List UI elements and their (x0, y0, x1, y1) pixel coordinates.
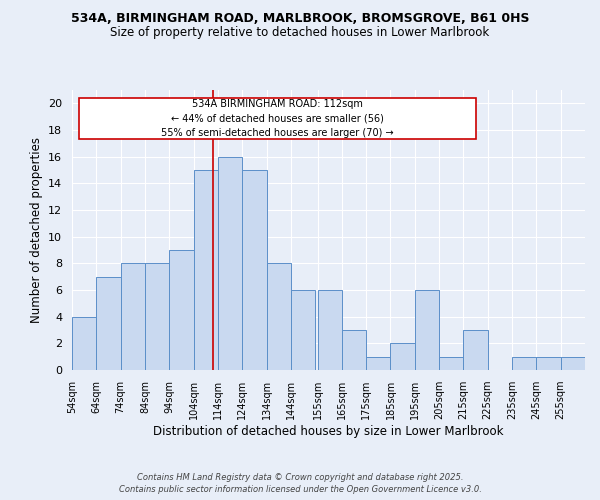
Bar (218, 156, 242, 370)
Bar (169, 250, 194, 370)
Y-axis label: Number of detached properties: Number of detached properties (29, 137, 43, 323)
Bar (366, 356, 391, 370)
Text: 534A BIRMINGHAM ROAD: 112sqm
← 44% of detached houses are smaller (56)
55% of se: 534A BIRMINGHAM ROAD: 112sqm ← 44% of de… (161, 99, 394, 138)
Bar (72, 316, 97, 370)
Bar (317, 290, 342, 370)
Text: Size of property relative to detached houses in Lower Marlbrook: Size of property relative to detached ho… (110, 26, 490, 39)
Text: Contains HM Land Registry data © Crown copyright and database right 2025.: Contains HM Land Registry data © Crown c… (137, 472, 463, 482)
Bar (291, 290, 315, 370)
Bar (536, 356, 560, 370)
Text: 534A, BIRMINGHAM ROAD, MARLBROOK, BROMSGROVE, B61 0HS: 534A, BIRMINGHAM ROAD, MARLBROOK, BROMSG… (71, 12, 529, 26)
Text: Contains public sector information licensed under the Open Government Licence v3: Contains public sector information licen… (119, 485, 481, 494)
X-axis label: Distribution of detached houses by size in Lower Marlbrook: Distribution of detached houses by size … (153, 425, 504, 438)
Bar (97, 276, 121, 370)
Bar (266, 264, 291, 370)
Bar (194, 170, 218, 370)
Bar (463, 330, 488, 370)
Bar (439, 356, 463, 370)
Bar (79, 98, 476, 140)
Bar (342, 330, 366, 370)
Bar (145, 264, 169, 370)
Bar (415, 290, 439, 370)
Bar (560, 356, 585, 370)
Bar (391, 344, 415, 370)
Bar (512, 356, 536, 370)
Bar (121, 264, 145, 370)
Bar (242, 170, 266, 370)
